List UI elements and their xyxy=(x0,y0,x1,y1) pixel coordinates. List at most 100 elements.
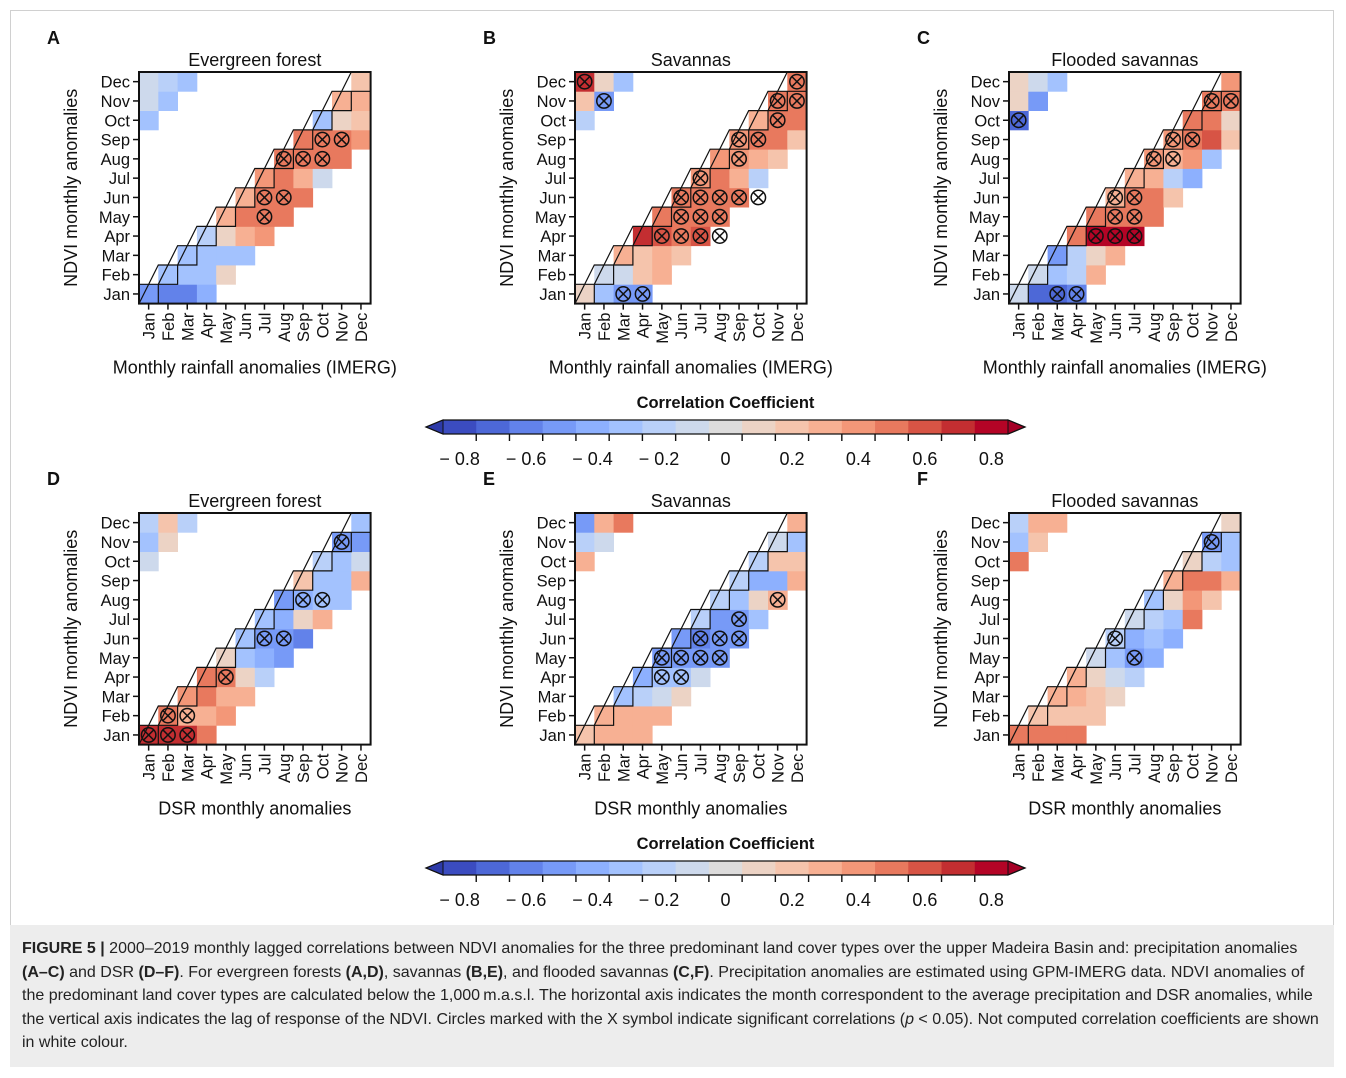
significance-x xyxy=(143,729,155,741)
x-tick-label: Sep xyxy=(1165,754,1183,783)
significance-x xyxy=(1128,652,1141,664)
significance-circle xyxy=(256,189,273,206)
y-tick-label: Apr xyxy=(104,228,130,246)
y-tick-label: Apr xyxy=(104,669,130,687)
heatmap-cell xyxy=(1221,129,1241,150)
heatmap-cell xyxy=(196,667,217,688)
x-tick-label: Feb xyxy=(596,313,614,341)
heatmap-cell xyxy=(1009,513,1029,533)
significance-x xyxy=(1090,230,1102,242)
y-tick-label: Oct xyxy=(104,553,130,571)
x-tick-label: Nov xyxy=(770,753,788,783)
heatmap-cell xyxy=(652,207,672,227)
significance-x xyxy=(675,191,687,204)
heatmap-cell xyxy=(1105,245,1126,266)
significance-circle xyxy=(1223,93,1239,109)
y-tick-label: Jul xyxy=(109,611,130,629)
significance-circle xyxy=(1145,150,1162,167)
significance-x xyxy=(694,211,707,223)
panel-b: BSavannasJanFebMarAprMayJunJulAugSepOctN… xyxy=(483,28,833,378)
significance-marker xyxy=(692,228,709,245)
heatmap-cell xyxy=(312,110,333,131)
significance-circle xyxy=(711,208,728,225)
y-tick-label: May xyxy=(535,209,567,227)
y-tick-label: Aug xyxy=(101,592,130,610)
significance-x xyxy=(297,153,309,165)
heatmap-cell xyxy=(139,110,159,131)
heatmap-cell xyxy=(613,245,634,266)
heatmap-cell xyxy=(351,570,371,591)
x-tick-label: Oct xyxy=(1184,753,1202,779)
colorbar-max-arrow xyxy=(1007,419,1027,435)
x-axis-label: Monthly rainfall anomalies (IMERG) xyxy=(549,358,833,378)
colorbar-segment xyxy=(875,861,909,875)
colorbar-segment xyxy=(542,861,577,875)
significance-circle xyxy=(769,112,786,129)
significance-circle xyxy=(1126,189,1143,206)
significance-marker xyxy=(1165,131,1182,148)
significance-x xyxy=(220,671,232,683)
colorbar-segment xyxy=(841,420,876,434)
x-tick-label: Jan xyxy=(577,313,595,340)
y-tick-label: Jan xyxy=(539,727,566,745)
heatmap-cell xyxy=(748,149,769,169)
significance-marker xyxy=(711,208,728,225)
heatmap-cell xyxy=(1163,590,1184,610)
heatmap-cell xyxy=(332,590,352,610)
significance-x xyxy=(617,288,629,300)
caption-p-symbol: p xyxy=(905,1010,914,1028)
y-tick-label: Mar xyxy=(538,688,567,706)
x-axis-label: DSR monthly anomalies xyxy=(158,799,351,819)
heatmap-cell xyxy=(1028,265,1048,285)
heatmap-cell xyxy=(729,570,750,591)
heatmap-cell xyxy=(1202,570,1222,591)
heatmap-cell xyxy=(1105,686,1126,707)
heatmap-cell xyxy=(1066,226,1087,247)
significance-circle xyxy=(295,150,311,167)
significance-circle xyxy=(1068,286,1085,302)
plot-frame xyxy=(1008,512,1242,746)
significance-circle xyxy=(1107,208,1124,225)
panel-title: Evergreen forest xyxy=(188,50,321,70)
heatmap-cell xyxy=(729,168,750,189)
heatmap-cell xyxy=(293,129,314,150)
x-tick-label: Mar xyxy=(1049,753,1067,782)
significance-marker xyxy=(673,669,690,685)
significance-marker xyxy=(673,208,690,225)
heatmap-cell xyxy=(293,187,314,208)
y-tick-label: Jun xyxy=(973,189,1000,207)
significance-x xyxy=(733,632,745,645)
heatmap-cell xyxy=(613,72,634,92)
heatmap-cell xyxy=(1086,648,1106,668)
heatmap-cell xyxy=(768,551,788,572)
x-tick-label: May xyxy=(654,753,672,785)
significance-circle xyxy=(1126,208,1143,225)
heatmap-cell xyxy=(1182,609,1203,630)
heatmap-cell xyxy=(1086,706,1106,726)
significance-circle xyxy=(1203,93,1220,109)
significance-circle xyxy=(731,189,747,206)
colorbar-tick-label: − 0.2 xyxy=(639,449,680,469)
significance-marker xyxy=(256,189,273,206)
significance-x xyxy=(733,191,745,204)
significance-x xyxy=(752,133,764,146)
heatmap-cell xyxy=(1028,284,1048,304)
heatmap-cell xyxy=(177,513,198,533)
significance-marker xyxy=(634,286,651,302)
significance-x xyxy=(579,76,591,88)
heatmap-cell xyxy=(1144,207,1164,227)
significance-marker xyxy=(789,73,805,90)
heatmap-cell xyxy=(1105,667,1126,688)
significance-marker xyxy=(596,93,612,109)
x-tick-label: Jan xyxy=(141,754,159,781)
heatmap-cell xyxy=(1144,648,1164,668)
significance-marker xyxy=(1107,630,1124,647)
x-tick-label: Mar xyxy=(179,753,197,782)
x-tick-label: Sep xyxy=(295,313,313,342)
y-axis-label: NDVI monthly anomalies xyxy=(61,530,81,728)
caption-ref-df: (D–F) xyxy=(138,963,180,981)
heatmap-cell xyxy=(351,91,371,111)
significance-x xyxy=(656,230,668,242)
heatmap-cell xyxy=(1221,513,1241,533)
